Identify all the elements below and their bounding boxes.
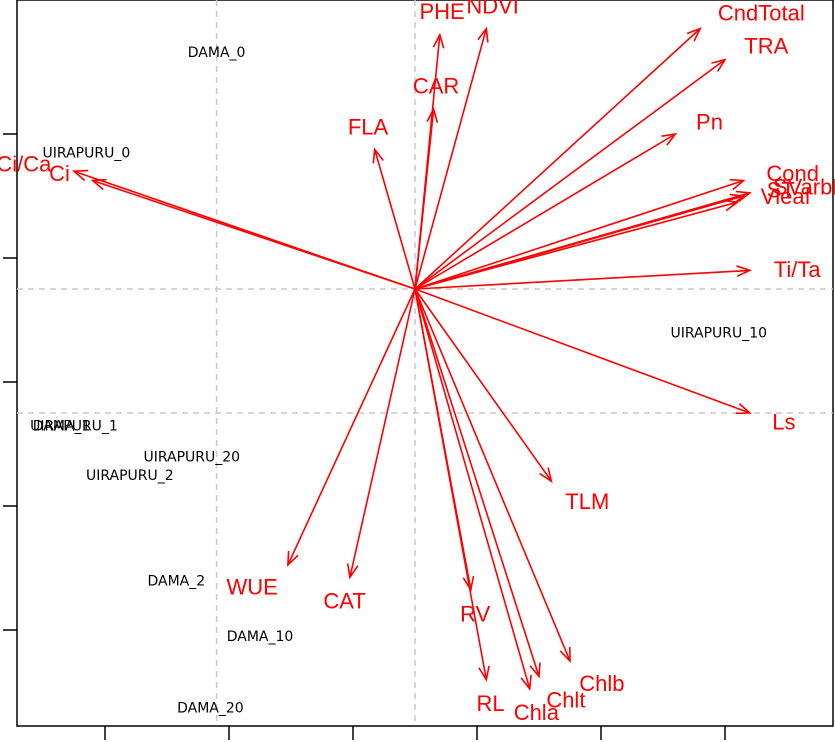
variable-label: CndTotal [718,0,805,25]
arrow-ci [90,178,416,290]
arrow-cat [346,288,416,580]
observation-label: UIRAPURU_10 [671,325,768,341]
observation-label: DAMA_0 [188,45,246,61]
variable-label: FLA [348,114,389,139]
arrow-wue [286,288,416,567]
arrow-ndvi [414,26,489,290]
arrow-tra [414,58,727,290]
observation-label: DAMA_20 [177,701,244,717]
plot-frame [16,0,834,727]
variable-label: RV [460,601,490,626]
arrow-cond [414,178,746,290]
observation-label: DAMA_2 [147,573,205,589]
observation-labels: DAMA_0UIRAPURU_0UIRAPURU_10UIRAPURU_1DAM… [30,45,767,716]
variable-label: Ci/Ca [0,151,52,176]
arrow-chla [414,288,532,691]
variable-label: Chlt [546,687,585,712]
arrow-tlm [414,288,553,483]
variable-label: Chlb [579,671,624,696]
variable-label: TLM [565,489,609,514]
observation-label: UIRAPURU_20 [144,449,241,465]
arrow-cndtotal [414,27,702,290]
arrow-rl [414,288,490,682]
variable-arrows [71,26,752,691]
variable-label: CAR [413,73,459,98]
arrow-fla [372,147,416,290]
observation-label: DAMA_10 [227,629,294,645]
variable-label: Cond [766,161,819,186]
arrow-vleaf [414,199,740,290]
arrow-ls [414,288,752,415]
variable-label: Ci [49,161,70,186]
variable-label: Vleaf [761,184,812,209]
observation-label: UIRAPURU_0 [43,146,131,162]
variable-label: RL [477,691,505,716]
variable-label: CAT [323,589,365,614]
variable-label: Pn [696,110,723,135]
arrow-chlb [414,288,571,663]
variable-label: PHE [420,0,465,24]
x-axis-ticks [104,726,726,740]
variable-label: TRA [744,33,788,58]
arrow-ti-ta [414,265,752,290]
arrow-chlt [414,288,541,679]
variable-label: WUE [227,575,278,600]
variable-label: Chla [514,700,560,725]
y-axis-ticks [3,133,17,631]
variable-label: Ls [772,409,795,434]
variable-label: NDVI [466,0,519,18]
observation-label: UIRAPURU_2 [86,468,174,484]
arrow-pn [414,132,678,290]
observation-label: DAMA_1 [33,418,91,434]
variable-label: ST [767,177,795,202]
observation-label: UIRAPURU_1 [30,418,118,434]
variable-label: Ti/Ta [774,257,822,282]
arrow-car [414,107,439,290]
variable-label: SVarbF [773,174,835,199]
